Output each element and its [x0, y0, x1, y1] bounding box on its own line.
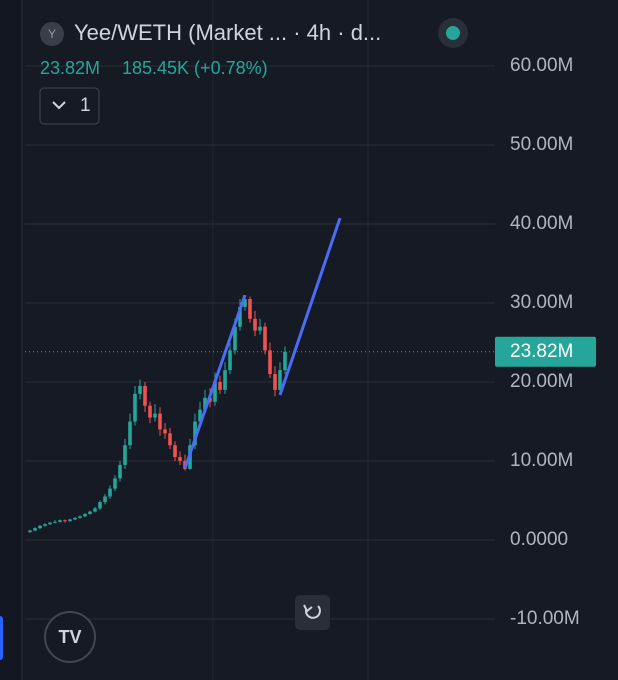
- candle-body: [103, 496, 107, 503]
- candle-body: [128, 421, 132, 446]
- candle-body: [63, 520, 67, 522]
- symbol-title[interactable]: Yee/WETH (Market ... · 4h · d...: [74, 20, 381, 45]
- y-tick-label: 0.0000: [510, 529, 568, 550]
- y-tick-label: -10.00M: [510, 608, 580, 629]
- candle-body: [88, 511, 92, 514]
- y-tick-label: 60.00M: [510, 55, 573, 76]
- candle-body: [78, 516, 82, 518]
- candle-body: [273, 374, 277, 390]
- sidebar: [0, 0, 22, 680]
- candle-body: [263, 326, 267, 351]
- sidebar-button[interactable]: [0, 616, 3, 660]
- chevron-icon: [52, 101, 66, 110]
- candle-body: [48, 522, 52, 525]
- candle-body: [178, 457, 182, 461]
- y-tick-label: 50.00M: [510, 134, 573, 155]
- indicator-toggle[interactable]: [39, 87, 100, 125]
- candle-body: [83, 513, 87, 517]
- reset-arrow: [303, 604, 313, 613]
- candle-body: [108, 488, 112, 497]
- candle-body: [53, 521, 57, 523]
- last-price-label: 23.82M: [510, 341, 573, 362]
- candle-body: [203, 397, 207, 410]
- legend-close: 23.82M: [40, 58, 100, 78]
- indicator-count: 1: [80, 95, 91, 116]
- candle-body: [58, 520, 62, 522]
- y-tick-label: 20.00M: [510, 371, 573, 392]
- candle-body: [278, 370, 282, 390]
- candle-body: [38, 525, 42, 529]
- candle-body: [33, 528, 37, 531]
- candle-body: [93, 508, 97, 512]
- candle-body: [218, 381, 222, 390]
- candle-body: [118, 464, 122, 479]
- symbol-icon: [40, 22, 64, 46]
- y-tick-label: 40.00M: [510, 213, 573, 234]
- trend-line: [183, 294, 247, 469]
- candle-body: [223, 370, 227, 390]
- candle-body: [98, 502, 102, 509]
- candle-body: [198, 409, 202, 422]
- candle-body: [148, 405, 152, 418]
- tv-logo-mark: TV: [58, 627, 81, 647]
- candle-body: [173, 445, 177, 458]
- reset-icon: [304, 605, 321, 619]
- candle-body: [28, 530, 32, 533]
- last-price-tag: [495, 336, 596, 367]
- candle-body: [238, 306, 242, 327]
- candle-body: [268, 350, 272, 375]
- candle-body: [138, 385, 142, 394]
- candle-body: [258, 326, 262, 331]
- candle-body: [168, 433, 172, 446]
- candle-body: [123, 445, 127, 465]
- candle-body: [253, 318, 257, 331]
- candle-body: [193, 421, 197, 446]
- candle-body: [243, 299, 247, 307]
- candle-body: [143, 385, 147, 406]
- candle-body: [248, 299, 252, 319]
- reset-button[interactable]: [295, 595, 330, 630]
- candle-body: [158, 413, 162, 430]
- y-tick-label: 10.00M: [510, 450, 573, 471]
- candle-body: [68, 519, 72, 522]
- candle-body: [213, 381, 217, 402]
- candle-body: [73, 517, 77, 520]
- candle-body: [43, 524, 47, 526]
- candle-body: [163, 429, 167, 434]
- grid: [25, 65, 495, 620]
- legend-change: 185.45K (+0.78%): [122, 58, 268, 78]
- candle-body: [153, 413, 157, 418]
- symbol-icon-letter: Y: [48, 27, 56, 41]
- candle-body: [113, 478, 117, 489]
- candle-body: [228, 350, 232, 371]
- plot: [28, 217, 342, 533]
- candle-body: [283, 351, 287, 371]
- tv-logo[interactable]: [44, 611, 96, 663]
- candle-body: [133, 393, 137, 422]
- y-tick-label: 30.00M: [510, 292, 573, 313]
- status-dot: [446, 26, 460, 40]
- trend-line: [278, 217, 342, 396]
- candle-body: [233, 326, 237, 351]
